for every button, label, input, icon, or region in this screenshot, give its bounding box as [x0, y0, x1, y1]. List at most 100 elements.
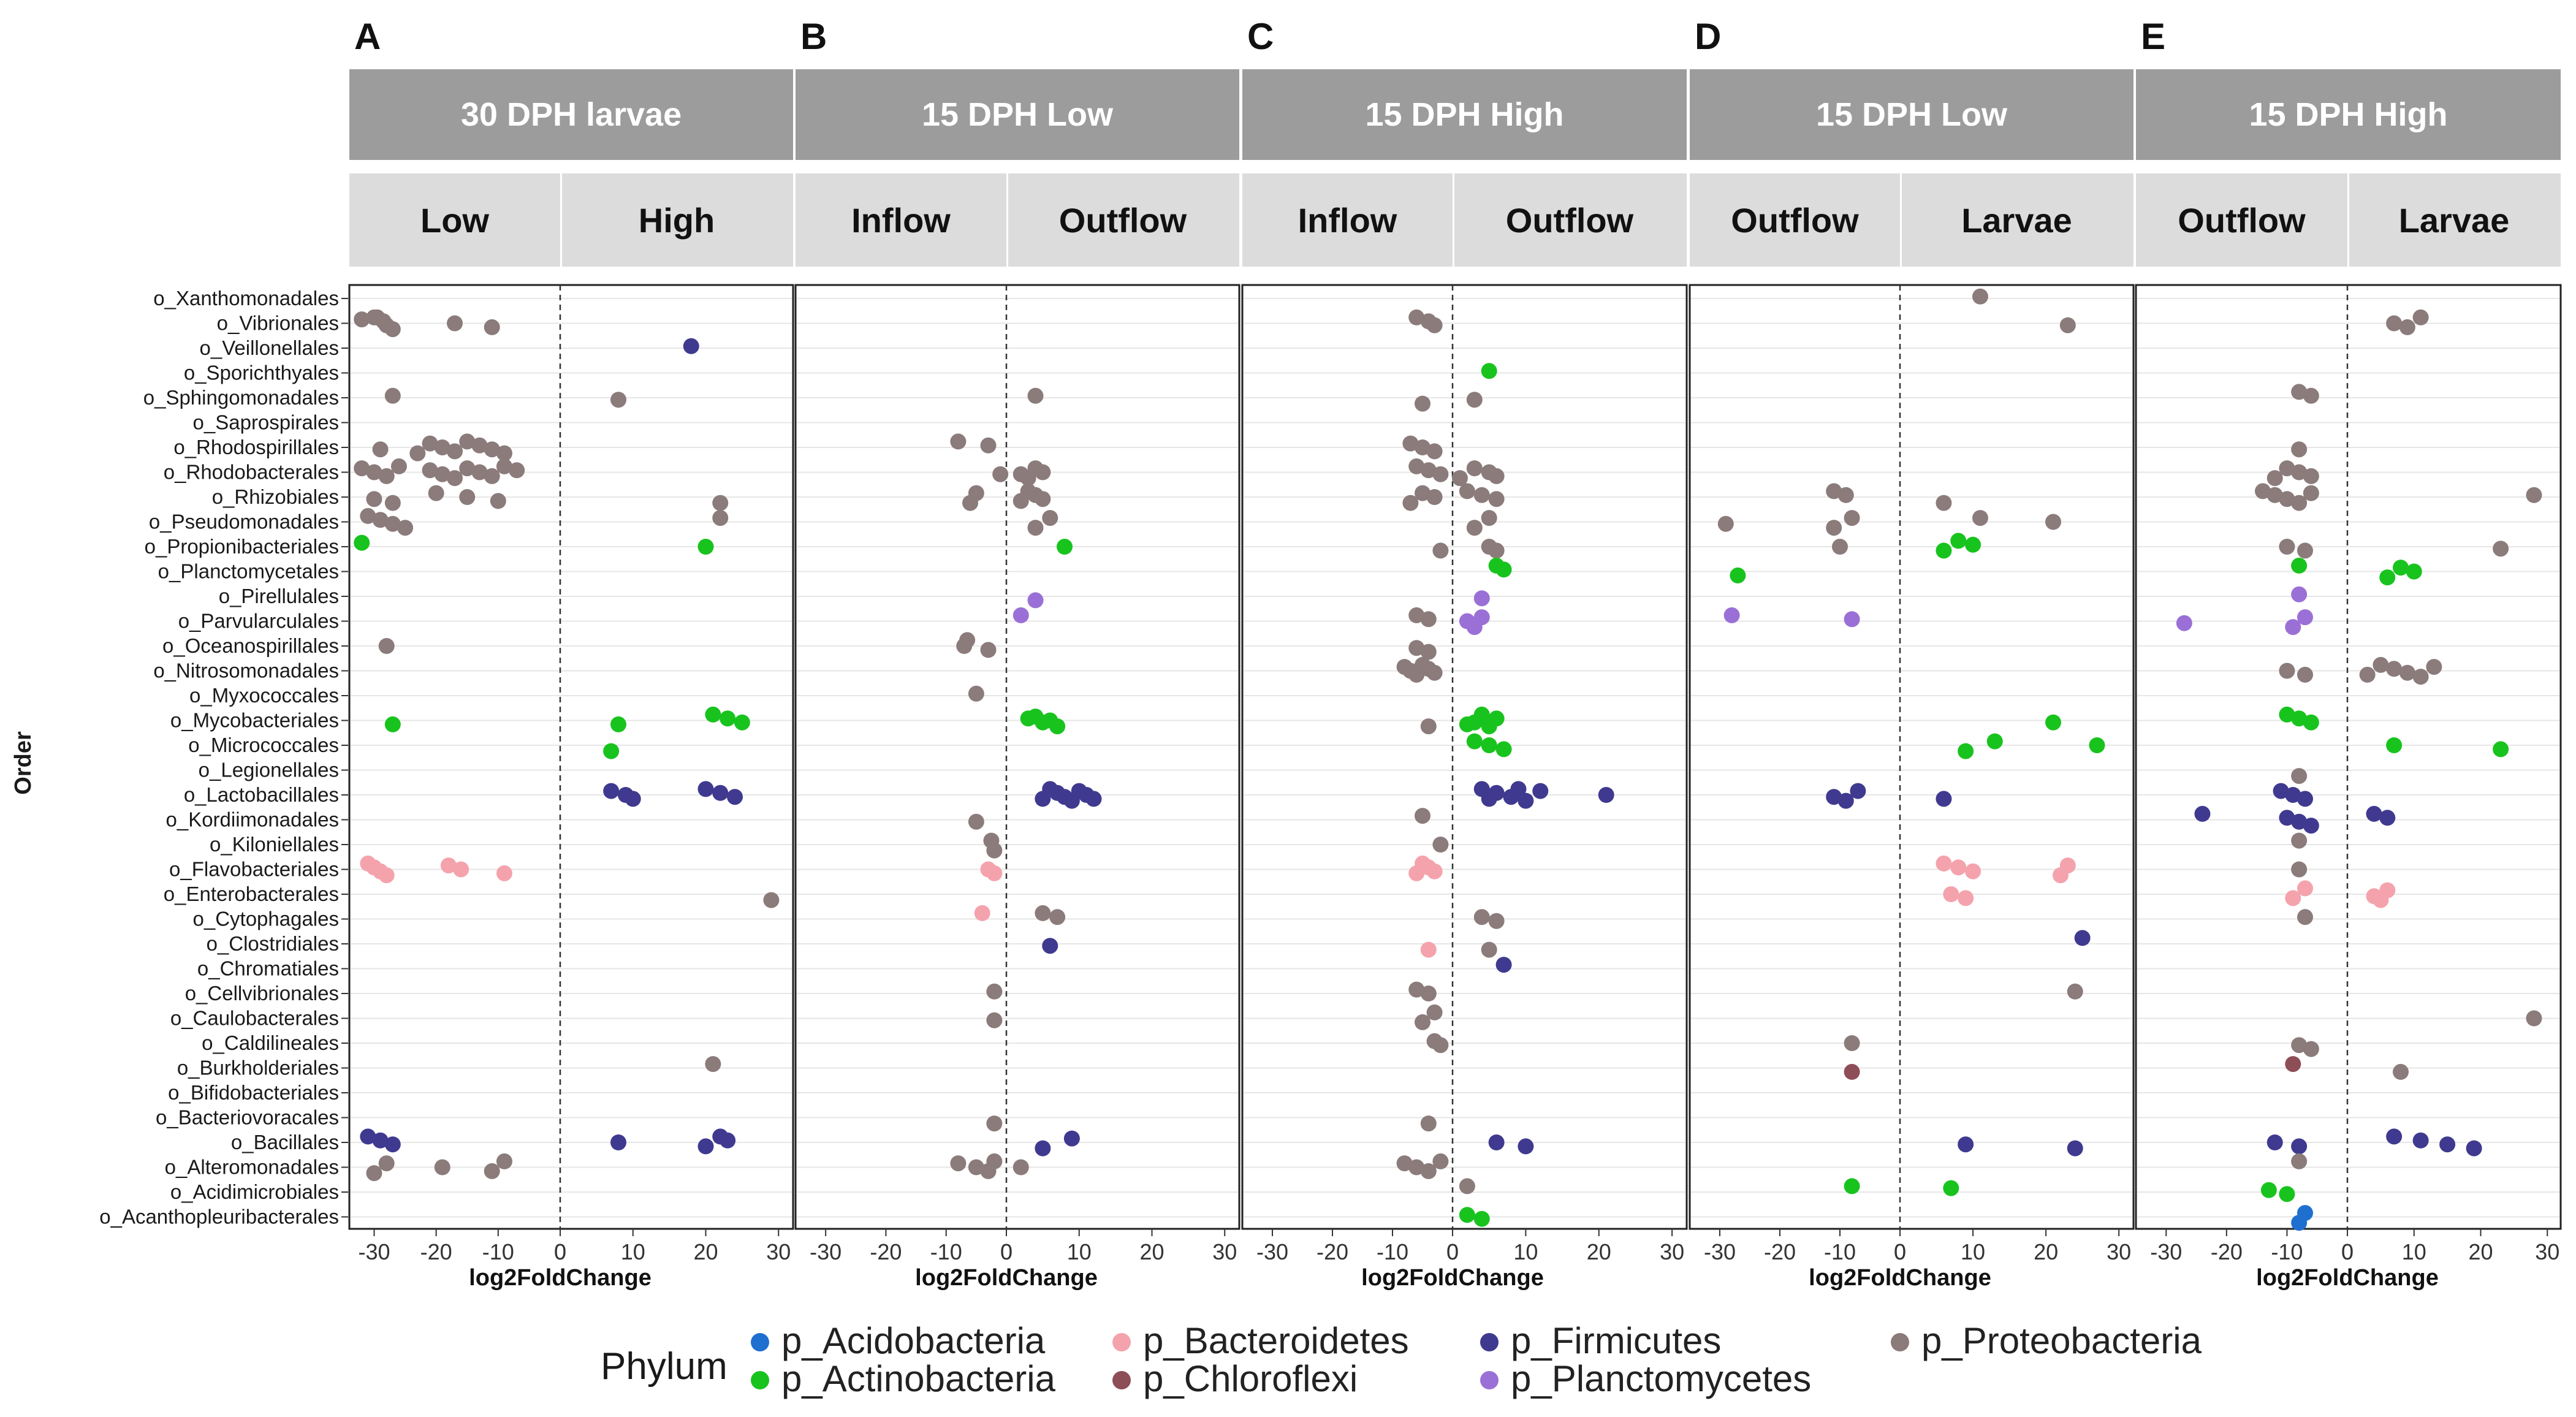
x-tick-label: 0 — [1446, 1239, 1459, 1264]
facet-strip — [1902, 173, 2133, 267]
facet-label: Inflow — [1298, 201, 1397, 240]
data-point — [378, 468, 395, 484]
data-point — [968, 1159, 984, 1176]
data-point — [2386, 737, 2403, 753]
data-point — [2291, 861, 2308, 878]
x-tick-label: 20 — [2034, 1239, 2058, 1264]
legend-label: p_Chloroflexi — [1143, 1358, 1358, 1399]
data-point — [2285, 619, 2301, 636]
data-point — [484, 319, 500, 335]
data-point — [1488, 468, 1505, 484]
data-point — [1035, 905, 1051, 921]
data-point — [1459, 613, 1475, 629]
order-label: o_Enterobacterales — [164, 883, 339, 905]
data-point — [354, 460, 370, 477]
data-point — [2379, 569, 2396, 586]
x-tick-label: 30 — [2535, 1239, 2559, 1264]
data-point — [2303, 468, 2319, 484]
data-point — [1481, 510, 1497, 526]
data-point — [697, 539, 714, 555]
data-point — [2297, 666, 2313, 683]
data-point — [2297, 609, 2313, 626]
order-label: o_Acanthopleuribacterales — [99, 1206, 339, 1228]
order-label: o_Rhodobacterales — [164, 461, 339, 484]
data-point — [1415, 439, 1430, 455]
data-point — [2279, 539, 2295, 555]
panel-title-strip — [1242, 69, 1687, 160]
data-point — [1013, 607, 1029, 623]
data-point — [2379, 882, 2396, 898]
data-point — [2297, 880, 2313, 897]
data-point — [354, 534, 370, 551]
data-point — [1466, 714, 1483, 731]
data-point — [1837, 792, 1854, 809]
data-point — [484, 441, 500, 458]
legend-label: p_Bacteroidetes — [1143, 1320, 1409, 1361]
data-point — [2303, 714, 2319, 731]
data-point — [2291, 710, 2308, 727]
data-point — [1426, 863, 1443, 879]
data-point — [2279, 663, 2295, 679]
data-point — [727, 789, 743, 805]
data-point — [712, 784, 729, 801]
data-point — [2291, 1037, 2308, 1054]
order-label: o_Kiloniellales — [210, 833, 339, 856]
data-point — [378, 1155, 395, 1172]
order-label: o_Sphingomonadales — [143, 386, 339, 409]
data-point — [2373, 656, 2389, 673]
data-point — [2297, 1205, 2313, 1221]
panel-letter: E — [2141, 16, 2165, 57]
data-point — [409, 445, 426, 462]
facet-strip — [1008, 173, 1239, 267]
data-point — [1986, 733, 2003, 750]
data-point — [1481, 941, 1497, 958]
panel-title-strip — [796, 69, 1239, 160]
order-label: o_Sporichthyales — [184, 362, 339, 384]
data-point — [2466, 1140, 2482, 1157]
data-point — [603, 743, 620, 759]
legend-swatch — [1112, 1371, 1131, 1389]
data-point — [603, 783, 620, 799]
legend-label: p_Actinobacteria — [781, 1358, 1056, 1399]
data-point — [366, 491, 382, 507]
legend-label: p_Planctomycetes — [1511, 1358, 1811, 1399]
data-point — [1473, 1210, 1490, 1227]
x-tick-label: 10 — [1513, 1239, 1538, 1264]
data-point — [1027, 708, 1044, 725]
x-tick-label: -20 — [420, 1239, 452, 1264]
plot-area — [1689, 284, 2135, 1230]
facet-strip — [1242, 173, 1453, 267]
x-tick-label: 20 — [2468, 1239, 2493, 1264]
plot-area — [1241, 284, 1688, 1230]
legend-swatch — [1112, 1333, 1131, 1351]
x-axis-title: log2FoldChange — [1809, 1265, 1991, 1291]
data-point — [2297, 791, 2313, 807]
facet-label: Larvae — [2399, 201, 2510, 240]
data-point — [2285, 1056, 2301, 1073]
data-point — [950, 1155, 967, 1172]
data-point — [2393, 560, 2409, 576]
data-point — [1943, 1180, 1959, 1196]
data-point — [2291, 813, 2308, 830]
data-point — [1972, 510, 1988, 526]
data-point — [2279, 491, 2295, 507]
data-point — [1408, 607, 1425, 623]
x-tick-label: -10 — [930, 1239, 962, 1264]
data-point — [1432, 466, 1449, 482]
data-point — [980, 437, 997, 454]
data-point — [1451, 470, 1468, 487]
data-point — [2439, 1136, 2456, 1153]
data-point — [986, 1115, 1003, 1132]
data-point — [2266, 470, 2283, 487]
data-point — [1488, 913, 1505, 929]
data-point — [2399, 664, 2415, 681]
data-point — [2493, 741, 2509, 758]
data-point — [986, 1153, 1003, 1169]
panel-letter: B — [800, 16, 827, 57]
data-point — [1420, 1163, 1437, 1179]
data-point — [1432, 1037, 1449, 1054]
data-point — [1426, 1004, 1443, 1020]
data-point — [484, 1163, 500, 1179]
